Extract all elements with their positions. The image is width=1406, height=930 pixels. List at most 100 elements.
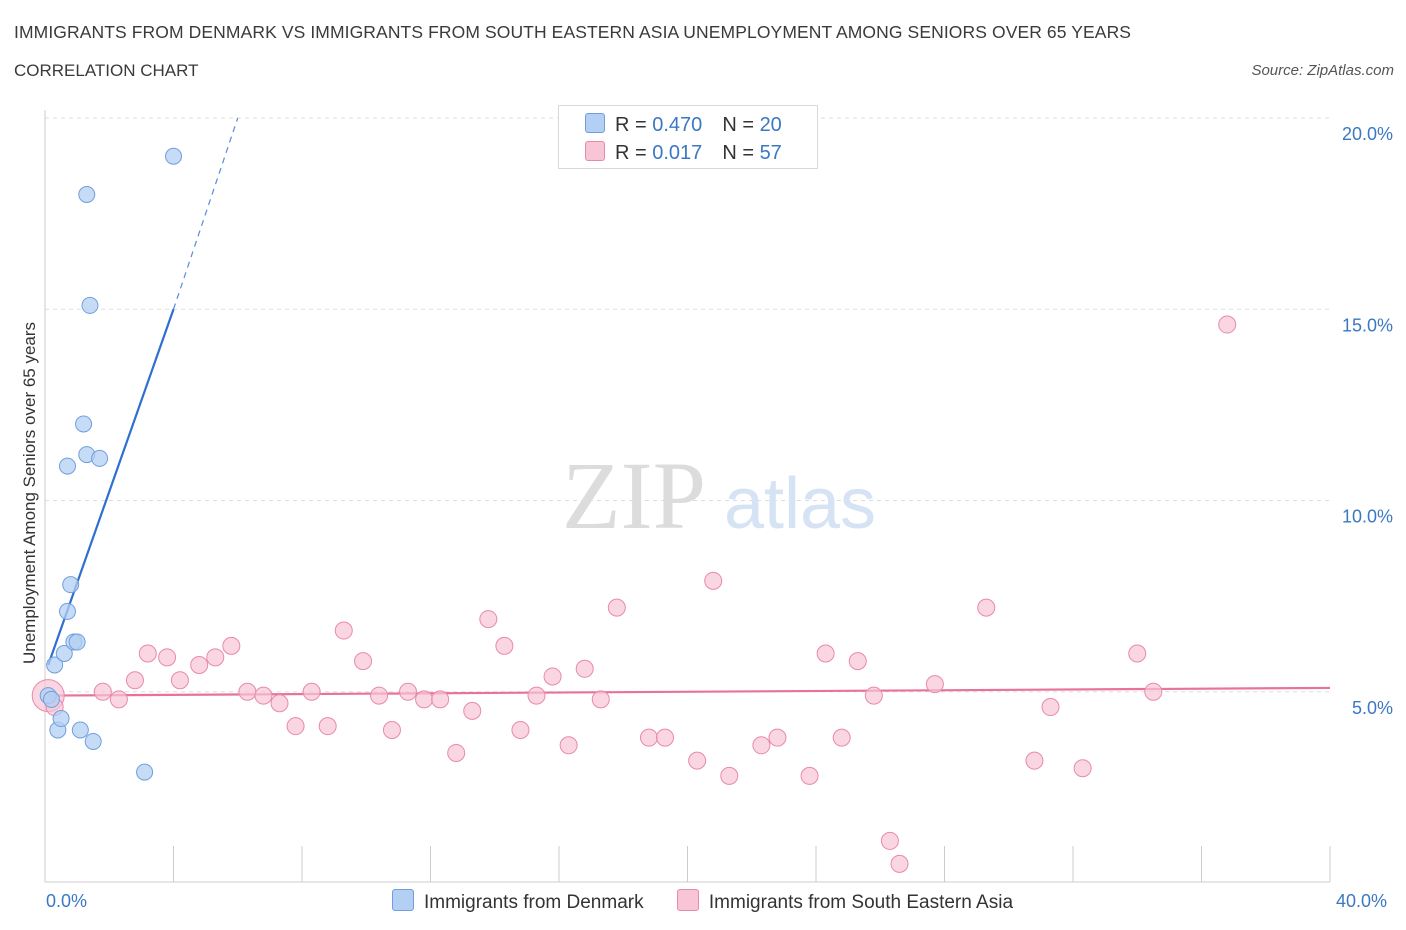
stats-row-sea: R = 0.017 N = 57 [585,141,782,165]
sea-n-label: N = [722,142,760,164]
legend-swatch-denmark [392,889,414,911]
point-denmark-10 [68,633,86,651]
point-sea-51 [1025,751,1044,770]
point-denmark-4 [52,710,70,728]
point-sea-39 [720,766,739,785]
denmark-r-value: 0.470 [652,114,703,136]
point-sea-24 [447,743,466,762]
point-sea-13 [270,694,289,713]
point-sea-11 [238,682,257,701]
y-axis-label: Unemployment Among Seniors over 65 years [20,321,39,665]
point-sea-35 [639,728,658,747]
point-sea-12 [254,686,273,705]
y-tick-labels: 5.0% 10.0% 15.0% 20.0% [1342,124,1393,718]
point-sea-41 [768,728,787,747]
point-sea-36 [656,728,675,747]
point-sea-27 [495,636,514,655]
point-sea-37 [688,751,707,770]
sea-r-value: 0.017 [652,142,703,164]
watermark: ZIP atlas [562,442,876,549]
point-sea-52 [1041,698,1060,717]
point-sea-23 [431,690,450,709]
x-tick-label-min: 0.0% [46,891,88,911]
point-denmark-13 [78,186,96,203]
sea-n-value: 57 [759,142,782,164]
point-sea-44 [832,728,851,747]
legend-swatch-sea [676,889,699,911]
point-sea-22 [415,690,434,709]
point-sea-54 [1128,644,1147,663]
legend-item-sea: Immigrants from South Eastern Asia [676,889,1014,914]
point-denmark-16 [84,732,102,750]
chart-subtitle: CORRELATION CHART [14,61,199,80]
y-tick-label-5: 5.0% [1352,698,1393,718]
point-sea-45 [848,652,867,671]
point-sea-21 [399,682,418,701]
point-denmark-2 [46,656,64,674]
watermark-zip: ZIP [562,442,706,549]
point-sea-17 [334,621,353,640]
point-sea-4 [125,671,144,690]
trend-lines [47,117,1331,697]
point-denmark-6 [58,602,76,620]
point-sea-53 [1073,759,1092,778]
axes [44,110,1331,883]
point-sea-9 [206,648,225,667]
sea-swatch [585,141,605,161]
data-points [31,147,1237,873]
point-denmark-12 [75,415,93,433]
point-denmark-8 [62,576,80,594]
watermark-atlas: atlas [724,464,876,544]
point-sea-48 [890,854,909,873]
point-sea-31 [559,736,578,755]
point-sea-34 [607,598,626,617]
point-sea-3 [109,690,128,709]
point-denmark-7 [58,457,76,475]
point-sea-20 [382,721,401,739]
point-sea-19 [370,686,389,705]
denmark-n-value: 20 [759,114,782,136]
point-sea-29 [527,686,546,705]
point-denmark-5 [55,645,73,662]
chart-title: IMMIGRANTS FROM DENMARK VS IMMIGRANTS FR… [14,22,1132,42]
point-denmark-1 [42,690,60,708]
y-tick-label-20: 20.0% [1342,124,1393,144]
point-sea-42 [800,766,819,785]
series-legend: Immigrants from Denmark Immigrants from … [392,889,1041,914]
point-denmark-18 [136,763,154,781]
point-sea-28 [511,721,530,739]
stats-legend: R = 0.470 N = 20 R = 0.017 N = 57 [558,105,818,169]
point-sea-18 [354,652,373,671]
point-sea-47 [880,831,899,850]
point-denmark-11 [71,721,89,739]
point-sea-40 [752,736,771,755]
trend-line-denmark-extension [172,117,239,310]
point-sea-50 [977,598,996,617]
y-tick-label-15: 15.0% [1342,315,1393,335]
denmark-swatch [585,113,605,133]
legend-label-denmark: Immigrants from Denmark [424,892,644,913]
point-sea-5 [138,644,157,663]
point-sea-14 [286,717,305,736]
y-tick-label-10: 10.0% [1342,507,1393,527]
grid-lines [45,117,1330,693]
point-sea-38 [704,571,723,590]
point-sea-43 [816,644,835,663]
stats-row-denmark: R = 0.470 N = 20 [585,113,782,137]
point-sea-25 [463,701,482,720]
point-sea-8 [190,655,209,674]
sea-r-label: R = [615,142,653,164]
point-sea-55 [1218,315,1237,334]
point-sea-49 [925,675,944,694]
point-denmark-17 [91,449,109,467]
point-sea-46 [864,686,883,705]
legend-label-sea: Immigrants from South Eastern Asia [708,892,1014,913]
denmark-r-label: R = [615,114,653,136]
point-sea-7 [170,671,189,690]
legend-item-denmark: Immigrants from Denmark [392,889,644,914]
point-sea-10 [222,636,241,655]
point-sea-26 [479,610,498,629]
point-denmark-19 [165,147,182,165]
point-sea-2 [93,682,112,701]
